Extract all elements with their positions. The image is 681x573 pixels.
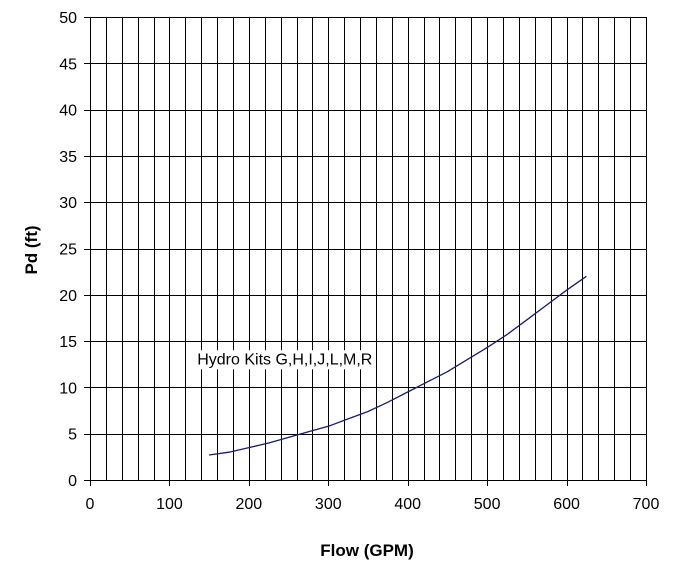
- x-tick-label: 600: [553, 496, 580, 513]
- y-tick-label: 30: [59, 195, 77, 212]
- x-tick-label: 100: [156, 496, 183, 513]
- series: [209, 275, 587, 456]
- annotations: Hydro Kits G,H,I,J,L,M,R: [195, 350, 375, 370]
- x-axis-label: Flow (GPM): [320, 541, 413, 560]
- y-tick-label: 25: [59, 242, 77, 259]
- y-tick-label: 5: [68, 427, 77, 444]
- x-tick-label: 500: [474, 496, 501, 513]
- x-tick-label: 400: [394, 496, 421, 513]
- y-tick-label: 15: [59, 334, 77, 351]
- y-axis-label: Pd (ft): [22, 225, 41, 274]
- y-tick-label: 40: [59, 103, 77, 120]
- y-tick-label: 35: [59, 149, 77, 166]
- annotation-label: Hydro Kits G,H,I,J,L,M,R: [197, 351, 372, 368]
- y-tick-label: 45: [59, 56, 77, 73]
- y-tick-label: 20: [59, 288, 77, 305]
- x-tick-label: 700: [633, 496, 660, 513]
- axes: [84, 17, 647, 486]
- x-tick-label: 300: [315, 496, 342, 513]
- tick-labels: 0 100 200 300 400 500 600 700 0 5 10 15 20 25 30 35 40 45…: [59, 10, 659, 513]
- y-tick-label: 0: [68, 473, 77, 490]
- x-tick-label: 0: [86, 496, 95, 513]
- y-tick-label: 10: [59, 380, 77, 397]
- x-tick-label: 200: [236, 496, 263, 513]
- series-line: [209, 275, 587, 456]
- annotation-background: [195, 350, 375, 370]
- y-tick-label: 50: [59, 10, 77, 27]
- plot-frame: [90, 17, 647, 481]
- grid: [90, 17, 646, 480]
